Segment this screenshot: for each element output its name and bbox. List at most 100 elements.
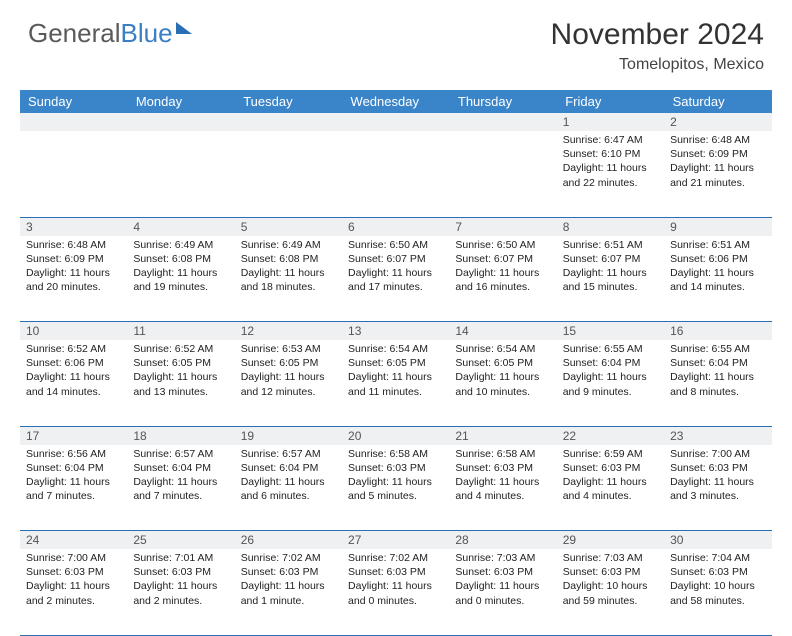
- day-cell-body: Sunrise: 7:01 AMSunset: 6:03 PMDaylight:…: [127, 549, 234, 612]
- sunset-text: Sunset: 6:03 PM: [133, 565, 228, 579]
- day-cell: Sunrise: 6:48 AMSunset: 6:09 PMDaylight:…: [20, 236, 127, 322]
- day-number-cell: 29: [557, 531, 664, 550]
- daylight-text: Daylight: 11 hours and 0 minutes.: [455, 579, 550, 607]
- sunset-text: Sunset: 6:03 PM: [563, 461, 658, 475]
- day-cell-body: Sunrise: 7:00 AMSunset: 6:03 PMDaylight:…: [20, 549, 127, 612]
- day-number-cell: 19: [235, 426, 342, 445]
- daynum-row: 17181920212223: [20, 426, 772, 445]
- day-cell: Sunrise: 6:48 AMSunset: 6:09 PMDaylight:…: [664, 131, 771, 217]
- day-cell: Sunrise: 7:01 AMSunset: 6:03 PMDaylight:…: [127, 549, 234, 635]
- day-cell: Sunrise: 6:54 AMSunset: 6:05 PMDaylight:…: [449, 340, 556, 426]
- sunset-text: Sunset: 6:07 PM: [563, 252, 658, 266]
- day-cell-body: Sunrise: 6:50 AMSunset: 6:07 PMDaylight:…: [342, 236, 449, 299]
- week-row: Sunrise: 6:52 AMSunset: 6:06 PMDaylight:…: [20, 340, 772, 426]
- week-row: Sunrise: 6:56 AMSunset: 6:04 PMDaylight:…: [20, 445, 772, 531]
- sunrise-text: Sunrise: 6:49 AM: [241, 238, 336, 252]
- day-number-cell: 15: [557, 322, 664, 341]
- sunset-text: Sunset: 6:07 PM: [455, 252, 550, 266]
- sunset-text: Sunset: 6:10 PM: [563, 147, 658, 161]
- sunset-text: Sunset: 6:03 PM: [348, 565, 443, 579]
- day-cell-body: Sunrise: 6:58 AMSunset: 6:03 PMDaylight:…: [449, 445, 556, 508]
- daylight-text: Daylight: 11 hours and 1 minute.: [241, 579, 336, 607]
- daylight-text: Daylight: 11 hours and 2 minutes.: [133, 579, 228, 607]
- weekday-header: Wednesday: [342, 90, 449, 113]
- day-number-cell: 16: [664, 322, 771, 341]
- daylight-text: Daylight: 11 hours and 8 minutes.: [670, 370, 765, 398]
- day-cell-body: Sunrise: 6:48 AMSunset: 6:09 PMDaylight:…: [20, 236, 127, 299]
- day-number-cell: [127, 113, 234, 131]
- week-row: Sunrise: 7:00 AMSunset: 6:03 PMDaylight:…: [20, 549, 772, 635]
- month-title: November 2024: [551, 18, 764, 52]
- day-number-cell: [20, 113, 127, 131]
- day-number-cell: 5: [235, 217, 342, 236]
- day-cell: [20, 131, 127, 217]
- day-number-cell: 27: [342, 531, 449, 550]
- sunrise-text: Sunrise: 6:58 AM: [348, 447, 443, 461]
- day-cell-body: Sunrise: 7:02 AMSunset: 6:03 PMDaylight:…: [235, 549, 342, 612]
- day-cell: Sunrise: 7:02 AMSunset: 6:03 PMDaylight:…: [342, 549, 449, 635]
- day-number-cell: 14: [449, 322, 556, 341]
- daylight-text: Daylight: 11 hours and 10 minutes.: [455, 370, 550, 398]
- sunset-text: Sunset: 6:03 PM: [563, 565, 658, 579]
- sunrise-text: Sunrise: 6:57 AM: [133, 447, 228, 461]
- sunset-text: Sunset: 6:04 PM: [26, 461, 121, 475]
- daylight-text: Daylight: 11 hours and 16 minutes.: [455, 266, 550, 294]
- day-cell-body: Sunrise: 7:02 AMSunset: 6:03 PMDaylight:…: [342, 549, 449, 612]
- sunrise-text: Sunrise: 6:55 AM: [563, 342, 658, 356]
- day-cell-body: Sunrise: 7:04 AMSunset: 6:03 PMDaylight:…: [664, 549, 771, 612]
- daylight-text: Daylight: 11 hours and 13 minutes.: [133, 370, 228, 398]
- daylight-text: Daylight: 11 hours and 14 minutes.: [670, 266, 765, 294]
- day-number-cell: 11: [127, 322, 234, 341]
- sunset-text: Sunset: 6:04 PM: [563, 356, 658, 370]
- sunset-text: Sunset: 6:05 PM: [241, 356, 336, 370]
- sunset-text: Sunset: 6:07 PM: [348, 252, 443, 266]
- day-cell: Sunrise: 6:58 AMSunset: 6:03 PMDaylight:…: [449, 445, 556, 531]
- logo-triangle-icon: [176, 22, 192, 34]
- weekday-header-row: SundayMondayTuesdayWednesdayThursdayFrid…: [20, 90, 772, 113]
- sunset-text: Sunset: 6:03 PM: [455, 461, 550, 475]
- brand-logo: GeneralBlue: [28, 18, 192, 49]
- sunrise-text: Sunrise: 6:54 AM: [455, 342, 550, 356]
- day-cell: Sunrise: 6:51 AMSunset: 6:07 PMDaylight:…: [557, 236, 664, 322]
- day-cell-body: Sunrise: 6:53 AMSunset: 6:05 PMDaylight:…: [235, 340, 342, 403]
- sunset-text: Sunset: 6:08 PM: [241, 252, 336, 266]
- location-label: Tomelopitos, Mexico: [551, 56, 764, 74]
- sunrise-text: Sunrise: 6:48 AM: [26, 238, 121, 252]
- day-cell: Sunrise: 6:52 AMSunset: 6:05 PMDaylight:…: [127, 340, 234, 426]
- sunset-text: Sunset: 6:09 PM: [670, 147, 765, 161]
- day-cell: Sunrise: 6:52 AMSunset: 6:06 PMDaylight:…: [20, 340, 127, 426]
- daynum-row: 12: [20, 113, 772, 131]
- day-cell-body: Sunrise: 6:51 AMSunset: 6:07 PMDaylight:…: [557, 236, 664, 299]
- day-number-cell: 17: [20, 426, 127, 445]
- day-cell: Sunrise: 6:47 AMSunset: 6:10 PMDaylight:…: [557, 131, 664, 217]
- day-number-cell: 3: [20, 217, 127, 236]
- day-cell: Sunrise: 7:04 AMSunset: 6:03 PMDaylight:…: [664, 549, 771, 635]
- day-cell-body: Sunrise: 6:54 AMSunset: 6:05 PMDaylight:…: [449, 340, 556, 403]
- day-number-cell: 6: [342, 217, 449, 236]
- header: GeneralBlue November 2024 Tomelopitos, M…: [0, 0, 792, 82]
- weekday-header: Tuesday: [235, 90, 342, 113]
- daylight-text: Daylight: 11 hours and 14 minutes.: [26, 370, 121, 398]
- sunrise-text: Sunrise: 6:54 AM: [348, 342, 443, 356]
- sunrise-text: Sunrise: 7:01 AM: [133, 551, 228, 565]
- day-cell: Sunrise: 6:55 AMSunset: 6:04 PMDaylight:…: [557, 340, 664, 426]
- day-cell: Sunrise: 6:58 AMSunset: 6:03 PMDaylight:…: [342, 445, 449, 531]
- day-cell-body: Sunrise: 6:52 AMSunset: 6:06 PMDaylight:…: [20, 340, 127, 403]
- day-cell-body: Sunrise: 6:49 AMSunset: 6:08 PMDaylight:…: [127, 236, 234, 299]
- day-cell-body: Sunrise: 7:03 AMSunset: 6:03 PMDaylight:…: [557, 549, 664, 612]
- day-cell-body: Sunrise: 6:58 AMSunset: 6:03 PMDaylight:…: [342, 445, 449, 508]
- week-row: Sunrise: 6:48 AMSunset: 6:09 PMDaylight:…: [20, 236, 772, 322]
- daylight-text: Daylight: 11 hours and 21 minutes.: [670, 161, 765, 189]
- day-number-cell: 9: [664, 217, 771, 236]
- daylight-text: Daylight: 11 hours and 4 minutes.: [563, 475, 658, 503]
- day-number-cell: 25: [127, 531, 234, 550]
- sunset-text: Sunset: 6:08 PM: [133, 252, 228, 266]
- day-number-cell: 21: [449, 426, 556, 445]
- daylight-text: Daylight: 11 hours and 2 minutes.: [26, 579, 121, 607]
- daylight-text: Daylight: 11 hours and 7 minutes.: [133, 475, 228, 503]
- day-cell-body: Sunrise: 7:03 AMSunset: 6:03 PMDaylight:…: [449, 549, 556, 612]
- daylight-text: Daylight: 10 hours and 59 minutes.: [563, 579, 658, 607]
- day-number-cell: 30: [664, 531, 771, 550]
- sunset-text: Sunset: 6:03 PM: [455, 565, 550, 579]
- sunset-text: Sunset: 6:05 PM: [348, 356, 443, 370]
